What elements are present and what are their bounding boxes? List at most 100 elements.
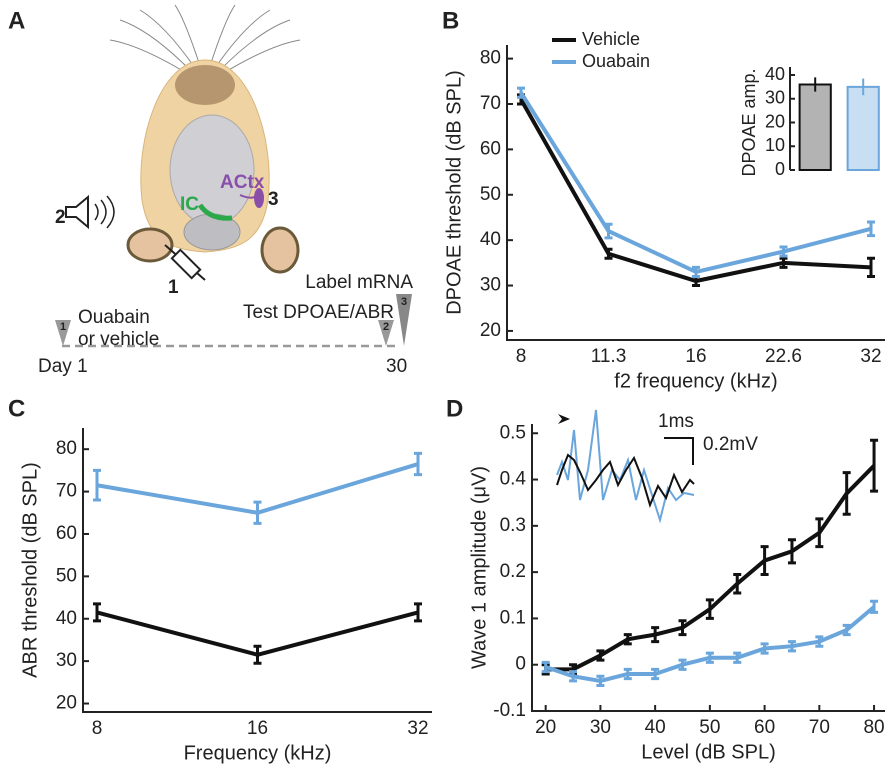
- error-bar: [705, 651, 714, 664]
- region-label: IC: [180, 194, 199, 215]
- y-tick-label: 50: [480, 184, 501, 205]
- timeline-label: Ouabain: [78, 307, 150, 328]
- y-tick-label: 40: [765, 64, 785, 84]
- axes: [506, 45, 885, 341]
- axes: [82, 428, 432, 713]
- error-bar: [596, 674, 605, 688]
- y-tick-label: -0.1: [493, 700, 526, 721]
- y-tick-label: 70: [480, 93, 501, 114]
- y-tick-label: 40: [56, 608, 77, 629]
- error-bar: [517, 86, 525, 99]
- step-label: 1: [168, 277, 179, 298]
- error-bar: [604, 247, 613, 260]
- y-tick-label: 60: [56, 523, 77, 544]
- error-bar: [787, 538, 796, 565]
- y-tick-label: 0.3: [500, 515, 526, 536]
- y-tick-label: 0: [775, 159, 785, 179]
- timeline-label: or vehicle: [78, 329, 159, 350]
- y-axis-title: Wave 1 amplitude (μV): [468, 466, 490, 669]
- x-tick-label: 16: [247, 718, 268, 739]
- x-tick-label: 32: [407, 718, 428, 739]
- error-bar: [678, 658, 687, 671]
- error-bar: [867, 220, 875, 238]
- panel-label: D: [446, 395, 463, 422]
- x-tick-label: 50: [699, 717, 720, 738]
- y-tick-label: 20: [765, 111, 785, 131]
- y-tick-label: 0.5: [500, 422, 526, 443]
- y-tick-label: 0.2: [500, 561, 526, 582]
- timeline-marker: 1: [60, 321, 66, 333]
- x-tick-label: 8: [516, 346, 527, 367]
- error-bar: [779, 245, 788, 258]
- legend-label: Ouabain: [582, 51, 650, 71]
- x-tick-label: 8: [92, 718, 103, 739]
- error-bar: [815, 635, 824, 648]
- error-bar: [733, 572, 742, 595]
- error-bar: [787, 640, 796, 653]
- x-tick-label: 22.6: [765, 346, 802, 367]
- step-label: 3: [268, 189, 279, 210]
- bar: [798, 83, 832, 171]
- scale-bar-label: 1ms: [658, 411, 694, 432]
- scale-bar-label: 0.2mV: [703, 434, 758, 455]
- error-bar: [870, 438, 879, 493]
- error-bar: [815, 517, 824, 549]
- error-bar: [93, 602, 101, 623]
- error-bar: [760, 545, 769, 576]
- y-tick-label: 20: [56, 693, 77, 714]
- y-tick-label: 20: [480, 320, 501, 341]
- region-label: ACtx: [220, 172, 265, 193]
- error-bar: [623, 633, 632, 646]
- y-tick-label: 40: [480, 229, 501, 250]
- y-tick-label: 30: [480, 275, 501, 296]
- error-bar: [604, 222, 613, 240]
- y-tick-label: 30: [765, 88, 785, 108]
- x-axis-title: Level (dB SPL): [641, 741, 776, 763]
- waveform-inset: [556, 409, 695, 524]
- timeline-label: 30: [386, 356, 407, 377]
- error-bar: [253, 500, 262, 525]
- timeline-marker: 2: [383, 321, 389, 333]
- y-tick-label: 0: [515, 654, 526, 675]
- mouse-diagram: [55, 4, 412, 348]
- step-label: 2: [55, 207, 66, 228]
- x-tick-label: 30: [590, 717, 611, 738]
- error-bar: [623, 667, 632, 681]
- panel-label: A: [8, 7, 25, 34]
- y-tick-label: 80: [56, 438, 77, 459]
- panel-label: B: [442, 7, 459, 34]
- error-bar: [569, 670, 578, 683]
- x-tick-label: 80: [863, 717, 884, 738]
- x-tick-label: 40: [645, 717, 666, 738]
- error-bar: [870, 599, 879, 614]
- timeline-label: Test DPOAE/ABR: [243, 302, 394, 323]
- x-tick-label: 11.3: [591, 346, 627, 367]
- y-tick-label: 10: [765, 135, 785, 155]
- error-bar: [253, 644, 262, 665]
- error-bar: [760, 642, 769, 655]
- error-bar: [705, 598, 714, 620]
- y-tick-label: 0.4: [500, 469, 527, 490]
- timeline-marker: 3: [401, 296, 407, 308]
- x-tick-label: 60: [754, 717, 775, 738]
- error-bar: [733, 651, 742, 664]
- y-tick-label: 30: [56, 650, 77, 671]
- y-tick-label: 70: [56, 481, 77, 502]
- error-bar: [842, 471, 851, 516]
- error-bar: [596, 649, 605, 662]
- x-tick-label: 70: [809, 717, 830, 738]
- x-tick-label: 20: [535, 717, 556, 738]
- x-tick-label: 16: [685, 346, 706, 367]
- error-bar: [678, 619, 687, 637]
- bar: [846, 85, 880, 171]
- error-bar: [414, 451, 422, 477]
- error-bar: [541, 660, 550, 674]
- error-bar: [692, 265, 700, 278]
- panel-label: C: [8, 395, 25, 422]
- y-axis-title: DPOAE threshold (dB SPL): [443, 70, 465, 315]
- error-bar: [842, 623, 851, 637]
- y-tick-label: 60: [480, 138, 501, 159]
- y-axis-title: DPOAE amp.: [739, 68, 759, 176]
- error-bar: [779, 256, 788, 269]
